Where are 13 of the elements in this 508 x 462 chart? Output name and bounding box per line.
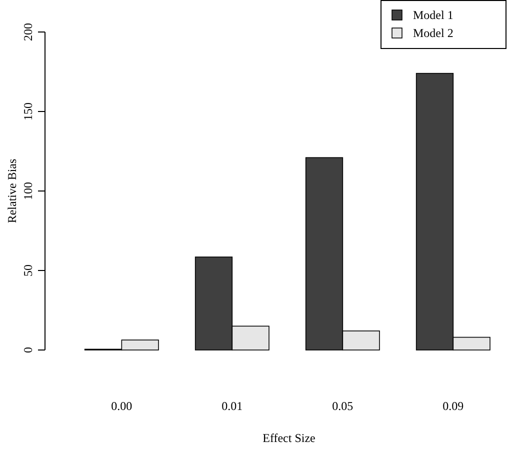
legend-label: Model 1 [413,8,454,22]
legend-label: Model 2 [413,26,454,40]
y-tick-label: 200 [21,23,35,41]
y-tick-label: 0 [21,347,35,353]
x-axis-title: Effect Size [262,431,316,445]
x-tick-label: 0.05 [332,399,354,413]
y-axis-title: Relative Bias [5,158,19,224]
y-tick-label: 50 [21,264,35,276]
x-tick-label: 0.00 [111,399,132,413]
x-tick-label: 0.01 [222,399,243,413]
x-tick-label: 0.09 [442,399,464,413]
y-tick-label: 150 [21,102,35,120]
y-tick-label: 100 [21,182,35,200]
